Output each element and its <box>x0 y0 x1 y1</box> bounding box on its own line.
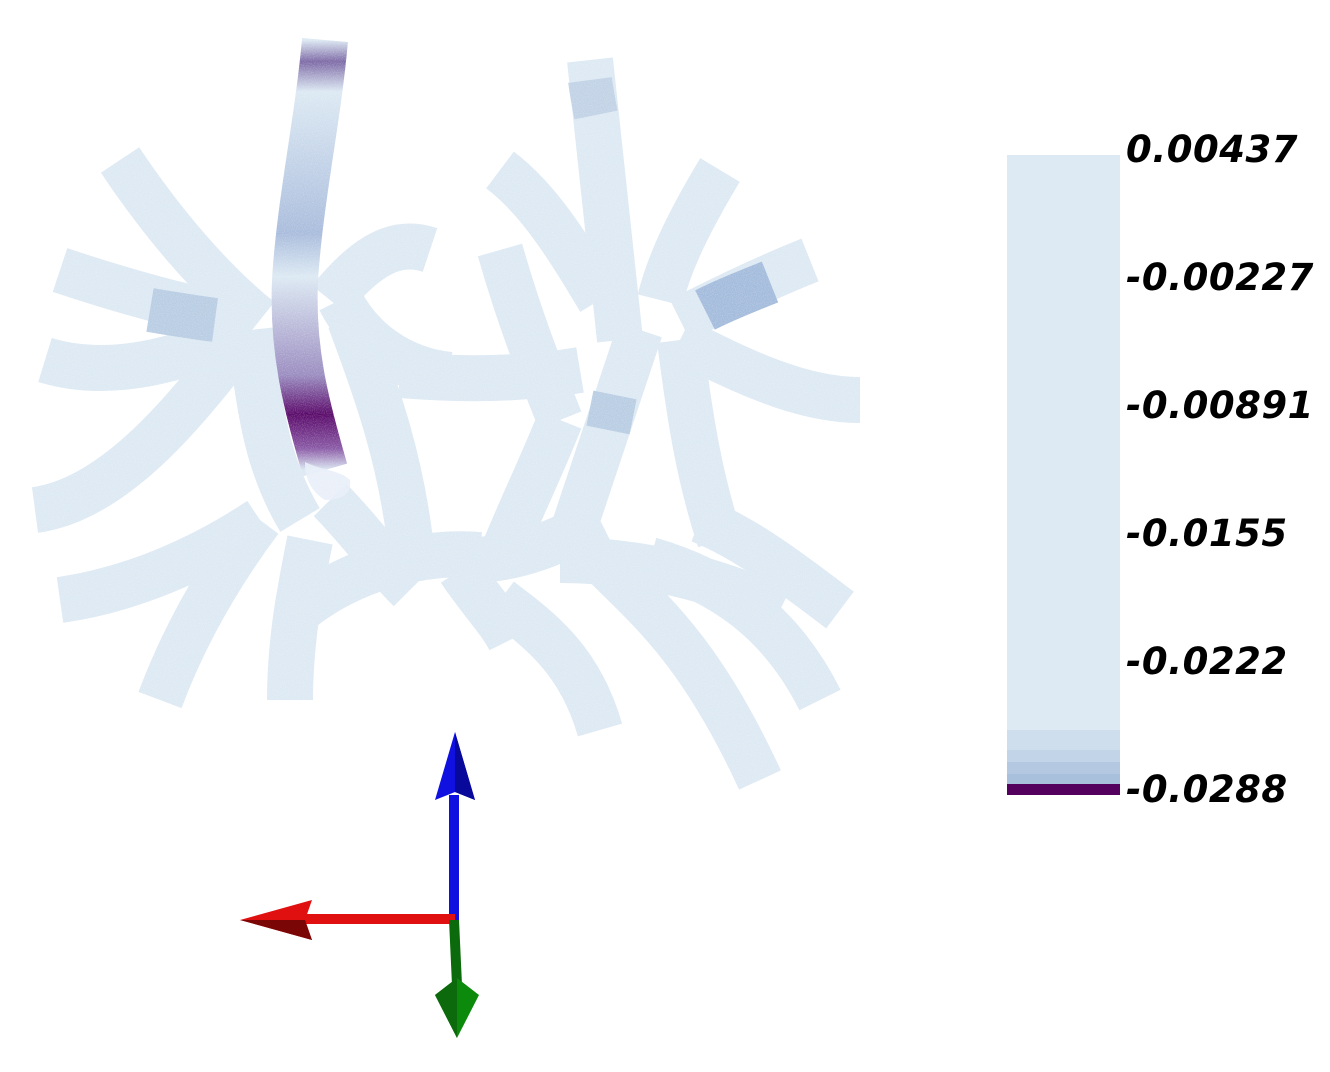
scalar-bar-band <box>1007 730 1120 750</box>
z-axis-arrow-shade <box>455 732 475 800</box>
x-axis-shaft <box>305 914 455 924</box>
scalar-bar[interactable] <box>1007 155 1120 795</box>
y-axis-arrow-shade <box>435 978 457 1038</box>
mesh-grain <box>20 20 900 800</box>
scalar-bar-band <box>1007 750 1120 762</box>
scalar-bar-low-band <box>1007 784 1120 795</box>
scalar-bar-label: -0.0288 <box>1126 768 1288 811</box>
orientation-axes[interactable] <box>240 732 479 1038</box>
scalar-bar-label: 0.00437 <box>1126 128 1299 171</box>
z-axis-shaft <box>449 795 459 920</box>
scalar-bar-label: -0.0155 <box>1126 512 1288 555</box>
scalar-bar-label: -0.0222 <box>1126 640 1288 683</box>
scalar-bar-label: -0.00891 <box>1126 384 1314 427</box>
scalar-bar-label: -0.00227 <box>1126 256 1314 299</box>
x-axis-arrow-shade <box>240 920 312 940</box>
scalar-bar-band <box>1007 774 1120 784</box>
scalar-bar-band <box>1007 762 1120 774</box>
scalar-bar-gradient-main <box>1007 155 1120 730</box>
y-axis-shaft <box>449 920 462 985</box>
